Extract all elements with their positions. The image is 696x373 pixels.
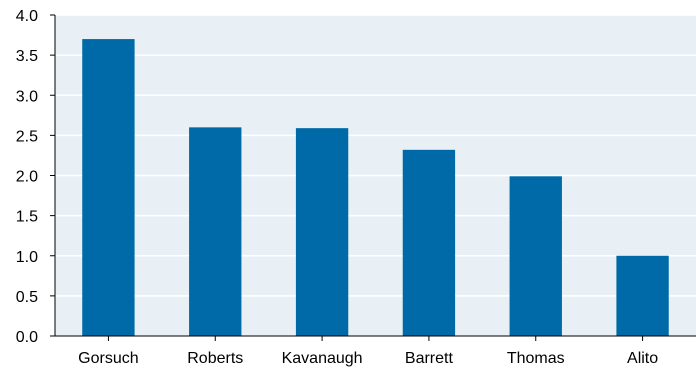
y-tick-label: 3.5 — [16, 48, 38, 65]
x-tick-label: Barrett — [405, 350, 454, 367]
x-tick-label: Thomas — [507, 350, 565, 367]
x-tick-label: Roberts — [187, 350, 243, 367]
y-tick-label: 1.5 — [16, 209, 38, 226]
y-tick-label: 0.0 — [16, 329, 38, 346]
y-tick-label: 0.5 — [16, 289, 38, 306]
bar-series — [82, 39, 669, 336]
x-tick-label: Kavanaugh — [282, 350, 363, 367]
y-tick-label: 4.0 — [16, 8, 38, 25]
y-tick-labels: 0.0 0.5 1.0 1.5 2.0 2.5 3.0 3.5 4.0 — [16, 8, 55, 346]
x-tick-label: Alito — [627, 350, 658, 367]
y-tick-label: 2.5 — [16, 128, 38, 145]
x-tick-labels: Gorsuch Roberts Kavanaugh Barrett Thomas Alit… — [78, 336, 658, 367]
bar-alito — [616, 255, 669, 336]
bar-thomas — [509, 176, 562, 336]
bar-roberts — [189, 127, 242, 336]
y-tick-label: 3.0 — [16, 88, 38, 105]
bar-gorsuch — [82, 39, 135, 336]
x-tick-label: Gorsuch — [78, 350, 138, 367]
bar-kavanaugh — [295, 128, 349, 336]
gridlines — [55, 14, 696, 297]
y-tick-label: 1.0 — [16, 249, 38, 266]
y-tick-label: 2.0 — [16, 169, 38, 186]
bar-barrett — [402, 149, 456, 336]
